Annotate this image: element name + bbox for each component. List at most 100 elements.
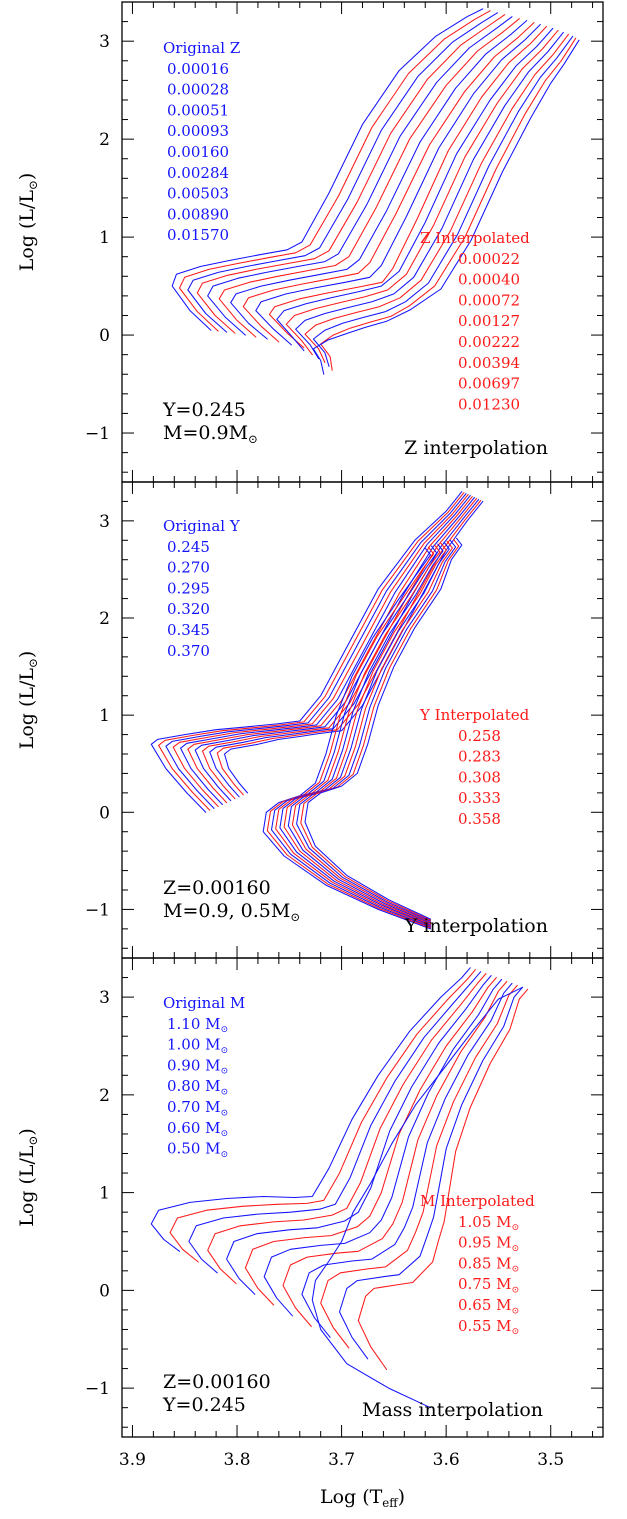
original-legend-item: 0.50 M⊙ <box>167 1140 228 1160</box>
interpolated-legend-item: 0.00127 <box>458 312 520 330</box>
original-legend-item: 0.01570 <box>167 226 229 244</box>
interpolated-track <box>158 492 465 811</box>
interpolated-track <box>282 980 508 1328</box>
x-tick-label: 3.6 <box>433 1450 460 1470</box>
original-track <box>279 543 444 926</box>
y-tick-label: −1 <box>85 900 110 920</box>
interpolated-track <box>196 14 506 334</box>
interpolated-track <box>187 496 473 804</box>
interpolated-legend-item: 0.85 M⊙ <box>458 1254 519 1274</box>
original-legend-item: 0.320 <box>167 600 210 618</box>
original-track <box>304 537 463 920</box>
y-axis-label: Log (L/L⊙) <box>16 1128 40 1227</box>
original-track <box>287 541 450 924</box>
x-axis-ticks <box>131 958 594 1437</box>
interpolated-track <box>216 499 482 796</box>
interpolated-track <box>320 37 577 371</box>
interpolated-legend-item: 0.65 M⊙ <box>458 1296 519 1316</box>
original-track <box>301 982 513 1338</box>
y-tick-label: −1 <box>85 424 110 444</box>
original-track <box>312 39 580 375</box>
original-legend-title: Original Y <box>163 517 241 535</box>
y-tick-label: 1 <box>99 228 110 248</box>
interpolated-track <box>268 25 548 349</box>
interpolated-legend-title: Z Interpolated <box>420 229 530 247</box>
x-axis-label: Log (Teff) <box>320 1486 405 1510</box>
interpolated-track <box>320 984 518 1349</box>
model-parameter-label: Z=0.00160 <box>163 877 271 899</box>
interpolated-track <box>218 18 520 338</box>
interpolated-legend: Z Interpolated 0.00022 0.00040 0.00072 0.001… <box>420 229 530 413</box>
original-legend-item: 0.90 M⊙ <box>167 1056 228 1076</box>
interpolated-legend: M Interpolated 1.05 M⊙0.95 M⊙0.85 M⊙0.75 … <box>420 1192 535 1337</box>
original-legend-item: 0.60 M⊙ <box>167 1119 228 1139</box>
tracks <box>150 491 484 930</box>
panel-2: −1 0 1 2 3 Log (L/L⊙) Original Y 0.245 0.270 0.29… <box>16 481 604 959</box>
interpolated-legend-item: 0.283 <box>458 748 501 766</box>
x-tick-label: 3.7 <box>328 1450 355 1470</box>
original-track <box>194 496 475 802</box>
interpolated-track <box>291 540 453 923</box>
original-track <box>230 20 528 340</box>
original-track <box>276 27 554 352</box>
model-parameter-label: Y=0.245 <box>162 399 246 421</box>
interpolated-track <box>169 969 476 1263</box>
original-legend-item: 1.10 M⊙ <box>167 1015 228 1035</box>
y-tick-label: 0 <box>99 803 110 823</box>
interpolated-legend-item: 1.05 M⊙ <box>458 1213 519 1233</box>
y-tick-label: 3 <box>99 988 110 1008</box>
original-legend-item: 0.00890 <box>167 205 229 223</box>
original-legend-item: 0.245 <box>167 538 210 556</box>
panel-title: Z interpolation <box>404 437 548 459</box>
panel-title: Mass interpolation <box>362 1399 543 1421</box>
original-legend-item: 0.370 <box>167 642 210 660</box>
interpolated-legend-item: 0.00697 <box>458 375 520 393</box>
original-track <box>187 12 498 333</box>
original-legend-item: 0.00284 <box>167 164 229 182</box>
original-legend: Original Y 0.245 0.270 0.295 0.320 0.345 0.370 <box>163 517 241 660</box>
interpolated-track <box>172 494 469 808</box>
original-track <box>262 547 432 930</box>
original-track <box>296 539 457 922</box>
original-legend-item: 0.80 M⊙ <box>167 1077 228 1097</box>
interpolated-track <box>201 497 478 800</box>
original-legend-title: Original Z <box>163 39 240 57</box>
interpolated-legend-item: 0.00072 <box>458 291 520 309</box>
interpolated-track <box>357 988 529 1371</box>
original-legend-item: 0.00028 <box>167 81 229 99</box>
original-track <box>223 500 484 794</box>
original-legend-item: 0.00503 <box>167 185 229 203</box>
original-legend-item: 0.00016 <box>167 60 229 78</box>
y-tick-label: −1 <box>85 1379 110 1399</box>
y-tick-label: 0 <box>99 1281 110 1301</box>
original-track <box>338 986 524 1360</box>
original-legend: Original M1.10 M⊙1.00 M⊙0.90 M⊙0.80 M⊙0.… <box>163 994 245 1160</box>
interpolated-track <box>283 542 447 925</box>
interpolated-legend-item: 0.55 M⊙ <box>458 1317 519 1337</box>
interpolated-track <box>178 10 491 332</box>
y-axis-ticks <box>122 977 603 1428</box>
y-tick-label: 1 <box>99 1184 110 1204</box>
model-parameter-label: M=0.9M⊙ <box>163 422 258 446</box>
x-tick-label: 3.8 <box>223 1450 250 1470</box>
y-axis-label: Log (L/L⊙) <box>16 173 40 272</box>
original-track <box>180 495 471 806</box>
interpolated-legend-item: 0.333 <box>458 789 501 807</box>
original-legend-item: 0.00051 <box>167 101 229 119</box>
y-tick-label: 2 <box>99 609 110 629</box>
original-track <box>255 23 541 346</box>
original-legend-item: 0.70 M⊙ <box>167 1098 228 1118</box>
interpolated-track <box>304 33 570 364</box>
original-track <box>188 971 482 1274</box>
interpolated-track <box>242 22 535 343</box>
interpolated-legend-item: 0.95 M⊙ <box>458 1234 519 1254</box>
y-tick-label: 2 <box>99 130 110 150</box>
interpolated-legend-item: 0.308 <box>458 768 501 786</box>
model-parameter-label: Z=0.00160 <box>163 1371 271 1393</box>
y-tick-label: 3 <box>99 512 110 532</box>
interpolated-legend-title: Y Interpolated <box>419 706 530 724</box>
interpolated-legend-item: 0.00222 <box>458 333 520 351</box>
original-track <box>295 31 564 360</box>
interpolated-legend-item: 0.358 <box>458 810 501 828</box>
